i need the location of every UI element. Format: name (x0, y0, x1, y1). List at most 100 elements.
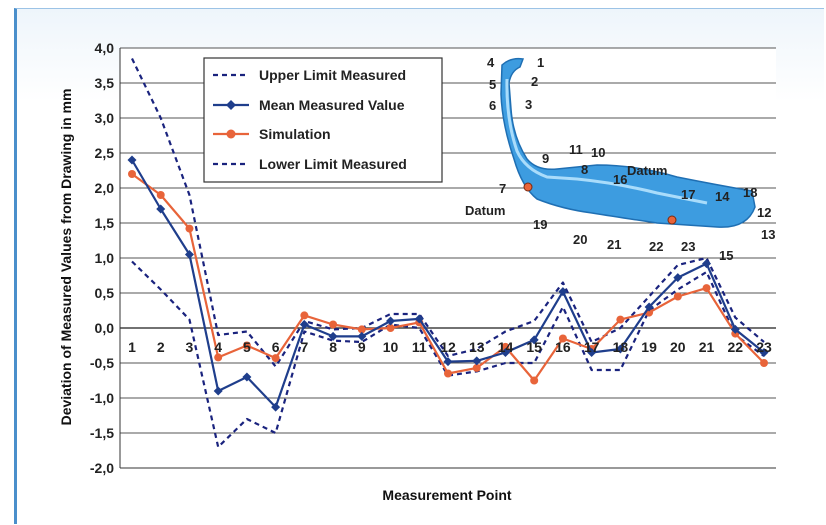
y-tick-label: -0,5 (90, 355, 114, 371)
point-simulation (128, 170, 136, 178)
part-pillar-highlight (505, 78, 708, 205)
point-mean (644, 302, 654, 312)
x-tick-label: 23 (756, 339, 772, 355)
inset-point-label: 12 (757, 205, 771, 220)
point-mean (500, 348, 510, 357)
point-mean (730, 324, 740, 334)
point-simulation (673, 292, 682, 301)
point-mean (184, 250, 194, 259)
point-mean (299, 320, 309, 329)
x-tick-label: 18 (613, 339, 629, 355)
legend-label-simulation: Simulation (259, 126, 331, 142)
x-tick-label: 22 (727, 339, 743, 355)
legend-box (203, 57, 443, 183)
point-simulation (444, 369, 452, 378)
legend-marker-simulation (226, 129, 236, 139)
inset-point-label: 4 (487, 55, 495, 70)
legend: Upper Limit Measured Mean Measured Value… (203, 57, 443, 183)
inset-point-label: 14 (715, 189, 730, 204)
y-tick-labels: -2,0 -1,5 -1,0 -0,5 0,0 0,5 1,0 1,5 2,0 2,5 3,0 3,5… (90, 40, 114, 476)
point-simulation (616, 315, 625, 324)
y-axis-title: Deviation of Measured Values from Drawin… (58, 89, 74, 426)
point-simulation (501, 342, 510, 351)
inset-point-label: 21 (607, 237, 621, 252)
inset-point-label: 17 (681, 187, 695, 202)
legend-label-lower: Lower Limit Measured (259, 156, 407, 172)
point-mean (414, 314, 424, 324)
inset-point-label: 19 (533, 217, 547, 232)
x-tick-label: 7 (300, 339, 308, 355)
x-tick-label: 4 (214, 339, 222, 355)
x-tick-label: 3 (186, 339, 194, 355)
x-tick-label: 15 (526, 339, 542, 355)
series-line-lower-limit-measured (131, 260, 765, 449)
inset-point-label: 20 (573, 232, 587, 247)
datum-marker-right (667, 215, 677, 225)
x-tick-label: 16 (555, 339, 571, 355)
inset-point-label: 8 (581, 162, 588, 177)
point-simulation (185, 224, 194, 233)
datum-marker-left (523, 182, 533, 192)
x-tick-label: 12 (440, 339, 456, 355)
y-tick-label: 3,0 (95, 110, 115, 126)
point-simulation (386, 324, 395, 332)
part-pillar-shape (500, 57, 756, 228)
point-mean (472, 356, 482, 366)
x-tick-label: 20 (670, 339, 686, 355)
inset-point-label: 11 (569, 142, 583, 157)
y-tick-label: -1,0 (90, 390, 114, 406)
point-simulation (242, 341, 251, 350)
chart-frame: -2,0 -1,5 -1,0 -0,5 0,0 0,5 1,0 1,5 2,0 2,5 3,0 3,5… (14, 8, 824, 524)
inset-point-label: 13 (761, 227, 775, 242)
point-simulation (156, 191, 165, 199)
y-tick-label: 0,5 (95, 285, 115, 301)
legend-label-upper: Upper Limit Measured (259, 67, 406, 83)
inset-point-label: 7 (499, 181, 506, 196)
point-simulation (702, 284, 711, 293)
x-tick-label: 13 (469, 339, 485, 355)
x-tick-label: 6 (272, 339, 280, 355)
point-mean (386, 316, 396, 326)
point-mean (759, 348, 769, 357)
inset-point-label: 22 (649, 239, 663, 254)
point-mean (357, 331, 367, 341)
point-mean (328, 331, 338, 341)
point-mean (702, 259, 712, 269)
inset-point-label: 2 (531, 74, 538, 89)
series-lines (127, 58, 769, 449)
datum-label-right: Datum (627, 163, 667, 178)
y-tick-label: 2,5 (95, 145, 115, 161)
inset-point-label: 15 (719, 248, 733, 263)
point-simulation (329, 320, 338, 329)
x-tick-label: 10 (383, 339, 399, 355)
y-tick-label: 0,0 (95, 320, 115, 336)
point-simulation (760, 359, 768, 367)
point-mean (271, 402, 281, 412)
point-mean (558, 287, 568, 297)
y-tick-label: 4,0 (95, 40, 115, 56)
point-mean (213, 386, 223, 396)
point-simulation (357, 325, 366, 334)
y-tick-label: 2,0 (95, 180, 115, 196)
inset-point-label: 10 (591, 145, 605, 160)
inset-point-label: 3 (525, 97, 532, 112)
legend-marker-mean (226, 100, 236, 110)
inset-point-label: 16 (613, 172, 627, 187)
x-tick-label: 19 (641, 339, 657, 355)
inset-point-label: 6 (489, 98, 496, 113)
chart-svg: -2,0 -1,5 -1,0 -0,5 0,0 0,5 1,0 1,5 2,0 2,5 3,0 3,5… (58, 40, 776, 503)
point-simulation (530, 376, 539, 385)
inset-point-label: 18 (743, 185, 757, 200)
point-mean (673, 273, 683, 283)
point-mean (156, 204, 166, 214)
y-tick-label: 1,0 (95, 250, 115, 266)
y-tick-label: -2,0 (90, 460, 114, 476)
point-mean (443, 357, 453, 367)
y-tick-label: 1,5 (95, 215, 115, 231)
inset-point-label: 23 (681, 239, 695, 254)
series-line-upper-limit-measured (131, 58, 765, 368)
legend-label-mean: Mean Measured Value (259, 97, 405, 113)
x-tick-labels: 1 2 3 4 5 6 7 8 9 10 11 12 13 14 15 16 17 18 19 20 21 22 23 (128, 339, 772, 355)
